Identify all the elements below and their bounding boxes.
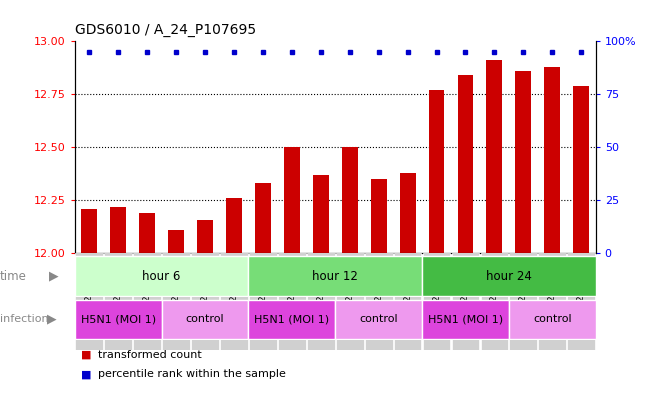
Text: GSM1625999: GSM1625999: [374, 271, 383, 332]
Bar: [110, 207, 126, 253]
Text: H5N1 (MOI 1): H5N1 (MOI 1): [428, 314, 503, 324]
Text: GSM1626012: GSM1626012: [490, 272, 499, 332]
Text: ▶: ▶: [47, 313, 57, 326]
Text: control: control: [186, 314, 225, 324]
Bar: [458, 75, 473, 253]
Bar: [197, 220, 213, 253]
FancyBboxPatch shape: [509, 299, 596, 339]
FancyBboxPatch shape: [452, 253, 479, 350]
Bar: [574, 86, 589, 253]
FancyBboxPatch shape: [335, 299, 422, 339]
Text: time: time: [0, 270, 27, 283]
Text: hour 12: hour 12: [312, 270, 358, 283]
FancyBboxPatch shape: [422, 256, 596, 296]
Text: GSM1626001: GSM1626001: [519, 271, 528, 332]
Text: GSM1625995: GSM1625995: [172, 271, 180, 332]
Text: GSM1626011: GSM1626011: [461, 271, 470, 332]
Text: GSM1626010: GSM1626010: [432, 271, 441, 332]
Text: H5N1 (MOI 1): H5N1 (MOI 1): [255, 314, 329, 324]
Text: control: control: [359, 314, 398, 324]
FancyBboxPatch shape: [307, 253, 335, 350]
FancyBboxPatch shape: [249, 253, 277, 350]
Bar: [486, 61, 503, 253]
Bar: [139, 213, 155, 253]
Text: GSM1626002: GSM1626002: [547, 272, 557, 332]
FancyBboxPatch shape: [422, 299, 509, 339]
FancyBboxPatch shape: [220, 253, 248, 350]
FancyBboxPatch shape: [76, 253, 104, 350]
Text: GSM1626009: GSM1626009: [316, 271, 326, 332]
FancyBboxPatch shape: [480, 253, 508, 350]
Bar: [226, 198, 242, 253]
FancyBboxPatch shape: [75, 256, 249, 296]
FancyBboxPatch shape: [162, 253, 190, 350]
Bar: [75, 253, 596, 317]
Text: ▶: ▶: [49, 270, 59, 283]
Text: GSM1626008: GSM1626008: [287, 271, 296, 332]
Bar: [400, 173, 415, 253]
Bar: [428, 90, 445, 253]
FancyBboxPatch shape: [191, 253, 219, 350]
FancyBboxPatch shape: [249, 299, 335, 339]
Bar: [544, 67, 561, 253]
Text: hour 6: hour 6: [143, 270, 181, 283]
FancyBboxPatch shape: [104, 253, 132, 350]
Bar: [516, 71, 531, 253]
Text: GDS6010 / A_24_P107695: GDS6010 / A_24_P107695: [75, 23, 256, 37]
Text: hour 24: hour 24: [486, 270, 532, 283]
FancyBboxPatch shape: [133, 253, 161, 350]
FancyBboxPatch shape: [161, 299, 249, 339]
Text: control: control: [533, 314, 572, 324]
Bar: [284, 147, 300, 253]
Text: GSM1626006: GSM1626006: [143, 271, 152, 332]
Text: ■: ■: [81, 350, 96, 360]
FancyBboxPatch shape: [538, 253, 566, 350]
FancyBboxPatch shape: [365, 253, 393, 350]
Text: percentile rank within the sample: percentile rank within the sample: [98, 369, 286, 379]
Bar: [255, 184, 271, 253]
Text: H5N1 (MOI 1): H5N1 (MOI 1): [81, 314, 156, 324]
FancyBboxPatch shape: [75, 299, 161, 339]
Text: transformed count: transformed count: [98, 350, 201, 360]
Text: GSM1626003: GSM1626003: [577, 271, 586, 332]
Bar: [342, 147, 357, 253]
Bar: [313, 175, 329, 253]
FancyBboxPatch shape: [510, 253, 537, 350]
FancyBboxPatch shape: [422, 253, 450, 350]
Text: GSM1626005: GSM1626005: [114, 271, 123, 332]
Text: infection: infection: [0, 314, 49, 324]
Text: GSM1626000: GSM1626000: [403, 271, 412, 332]
Bar: [168, 230, 184, 253]
FancyBboxPatch shape: [336, 253, 364, 350]
Text: GSM1625998: GSM1625998: [345, 271, 354, 332]
Bar: [81, 209, 97, 253]
Text: GSM1626004: GSM1626004: [85, 272, 94, 332]
FancyBboxPatch shape: [394, 253, 421, 350]
Text: ■: ■: [81, 369, 96, 379]
Text: GSM1625997: GSM1625997: [230, 271, 238, 332]
Text: GSM1626007: GSM1626007: [258, 271, 268, 332]
FancyBboxPatch shape: [249, 256, 422, 296]
Text: GSM1625996: GSM1625996: [201, 271, 210, 332]
FancyBboxPatch shape: [278, 253, 306, 350]
FancyBboxPatch shape: [567, 253, 595, 350]
Bar: [370, 179, 387, 253]
